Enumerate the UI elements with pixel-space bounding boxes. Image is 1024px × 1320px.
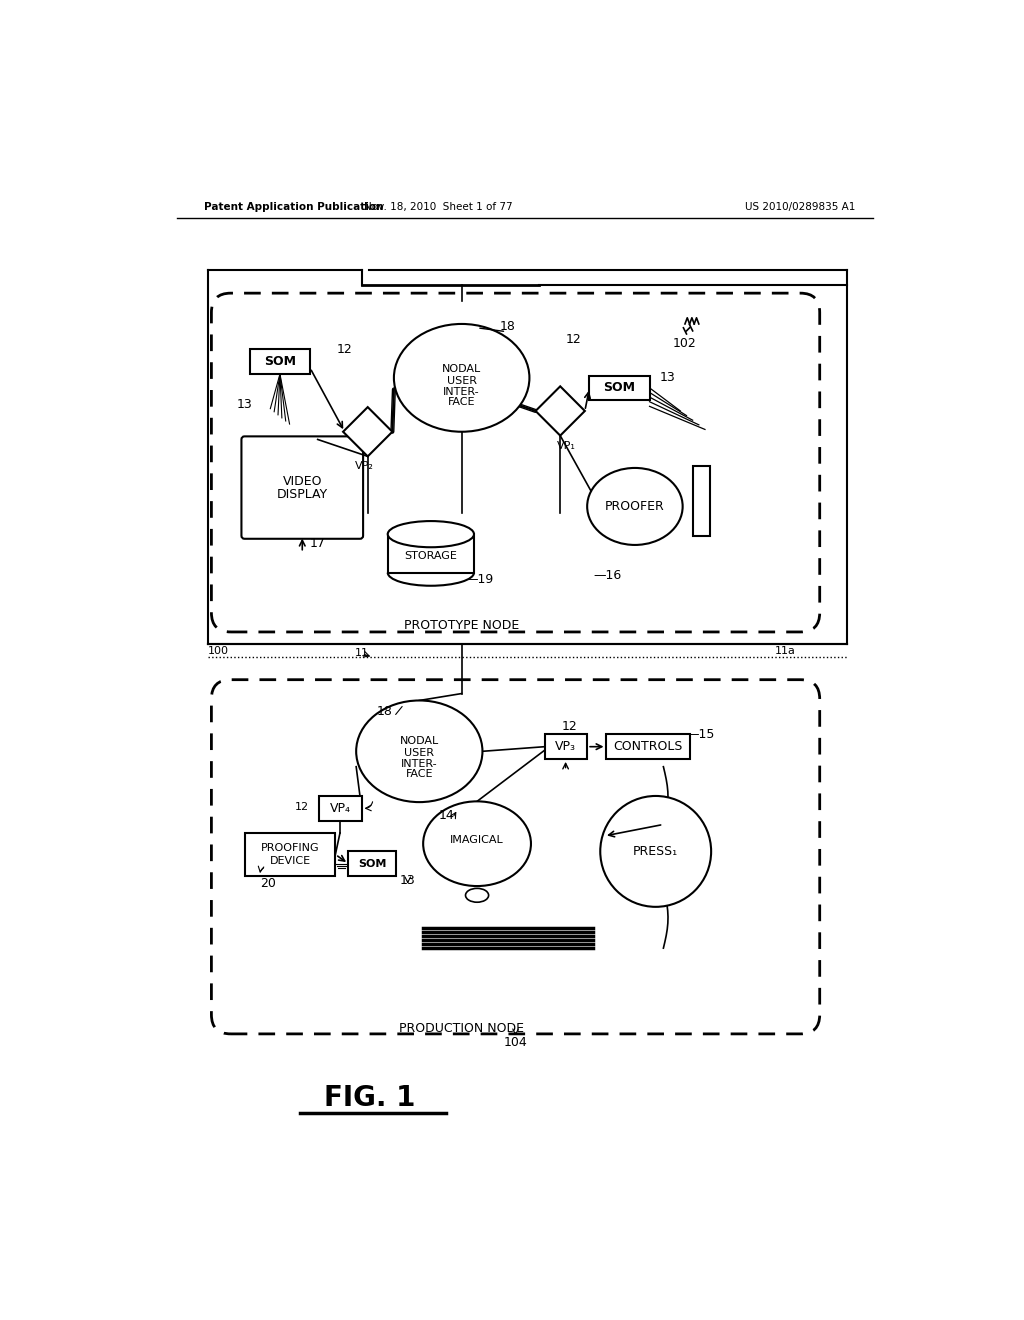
Text: PRESS₁: PRESS₁ [633, 845, 678, 858]
Polygon shape [343, 407, 392, 457]
Text: 14: 14 [438, 809, 454, 822]
Text: SOM: SOM [358, 859, 386, 869]
Text: FIG. 1: FIG. 1 [324, 1084, 415, 1111]
Ellipse shape [394, 323, 529, 432]
Text: USER: USER [446, 376, 476, 385]
Text: NODAL: NODAL [399, 735, 439, 746]
Text: 17: 17 [309, 537, 326, 550]
Text: 104: 104 [504, 1036, 527, 1049]
Bar [245, 833, 336, 876]
Text: PROOFER: PROOFER [605, 500, 665, 513]
Text: Nov. 18, 2010  Sheet 1 of 77: Nov. 18, 2010 Sheet 1 of 77 [365, 202, 513, 213]
Text: 12: 12 [337, 343, 352, 356]
Ellipse shape [600, 796, 711, 907]
Text: VIDEO: VIDEO [283, 474, 322, 487]
Text: 12: 12 [565, 333, 582, 346]
Text: STORAGE: STORAGE [404, 552, 458, 561]
Text: USER: USER [404, 748, 434, 758]
Bar [590, 376, 649, 400]
Text: Patent Application Publication: Patent Application Publication [204, 202, 383, 213]
Ellipse shape [388, 521, 474, 548]
Text: —19: —19 [465, 573, 494, 586]
Ellipse shape [356, 701, 482, 803]
Bar [250, 350, 310, 374]
Text: US 2010/0289835 A1: US 2010/0289835 A1 [745, 202, 856, 213]
Text: 18: 18 [377, 705, 392, 718]
Text: 13: 13 [660, 371, 676, 384]
Ellipse shape [423, 801, 531, 886]
Text: IMAGICAL: IMAGICAL [451, 834, 504, 845]
Text: FACE: FACE [406, 770, 433, 779]
Text: 11: 11 [354, 648, 369, 657]
Text: DEVICE: DEVICE [269, 855, 310, 866]
Ellipse shape [466, 888, 488, 903]
Text: PRODUCTION NODE: PRODUCTION NODE [399, 1022, 524, 1035]
Bar [388, 535, 474, 573]
Text: 13: 13 [400, 874, 416, 887]
Text: SOM: SOM [603, 381, 636, 395]
Bar [606, 734, 689, 759]
Bar [348, 851, 396, 876]
Text: SOM: SOM [264, 355, 296, 368]
Text: VP₄: VP₄ [330, 801, 350, 814]
Text: 18: 18 [500, 319, 516, 333]
Text: INTER-: INTER- [401, 759, 437, 768]
Text: 100: 100 [208, 647, 228, 656]
Text: 12: 12 [561, 721, 578, 733]
Text: VP₂: VP₂ [354, 462, 374, 471]
Text: VP₃: VP₃ [555, 741, 577, 754]
Ellipse shape [587, 469, 683, 545]
Polygon shape [536, 387, 585, 436]
FancyBboxPatch shape [242, 437, 364, 539]
Text: PROOFING: PROOFING [261, 843, 319, 853]
Text: VP₁: VP₁ [557, 441, 575, 450]
Bar [545, 734, 587, 759]
Bar [692, 466, 710, 536]
Text: FACE: FACE [447, 397, 475, 408]
Text: PROTOTYPE NODE: PROTOTYPE NODE [404, 619, 519, 632]
Text: 20: 20 [260, 878, 275, 890]
Text: DISPLAY: DISPLAY [276, 488, 328, 502]
Text: CONTROLS: CONTROLS [613, 741, 683, 754]
Text: 12: 12 [295, 801, 308, 812]
Text: NODAL: NODAL [442, 363, 481, 374]
Text: 102: 102 [673, 337, 697, 350]
Text: —15: —15 [686, 727, 715, 741]
Text: —16: —16 [594, 569, 623, 582]
Text: 13: 13 [237, 399, 252, 412]
Bar [319, 796, 361, 821]
Text: INTER-: INTER- [443, 387, 480, 397]
Text: 11a: 11a [774, 647, 796, 656]
